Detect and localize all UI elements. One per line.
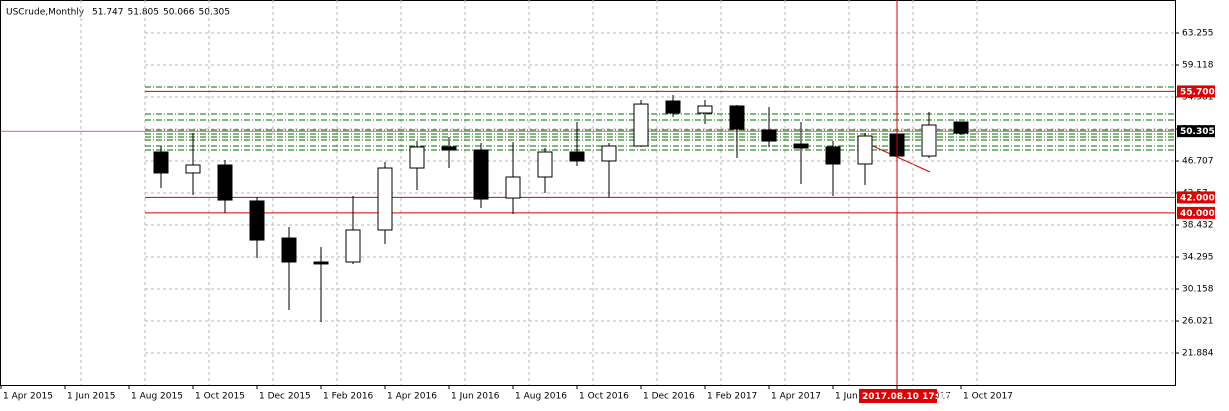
x-tick-label: 1 Jun 2016 — [451, 392, 500, 402]
candle-body — [665, 100, 681, 114]
level-tag — [1177, 85, 1215, 98]
candle-body — [441, 146, 457, 151]
candle-body — [857, 135, 873, 165]
x-tick-label: 1 Feb 2016 — [323, 392, 374, 402]
candle-body — [377, 167, 393, 231]
candle-body — [569, 151, 585, 162]
y-tick-label: 59.118 — [1182, 60, 1214, 70]
x-tick-label: 1 Dec 2016 — [643, 392, 695, 402]
y-tick-label: 30.158 — [1182, 285, 1214, 295]
level-label: 40.000 — [1180, 209, 1215, 219]
candle-body — [793, 143, 809, 149]
candle-body — [953, 121, 969, 134]
level-label: 42.000 — [1180, 193, 1215, 203]
crosshair-tag — [859, 389, 937, 403]
level-tag — [1177, 191, 1215, 204]
candle-body — [505, 176, 521, 199]
candle-body — [921, 124, 937, 157]
candle-body — [313, 261, 329, 265]
header-ohlc: 50.066 — [163, 8, 195, 18]
candle-body — [729, 105, 745, 130]
candle-body — [761, 129, 777, 142]
candle-body — [217, 164, 233, 201]
header-ohlc: 51.805 — [128, 8, 160, 18]
candle-body — [825, 146, 841, 165]
x-tick-label: 1 Jun 2015 — [67, 392, 115, 402]
level-tag — [1177, 206, 1215, 219]
candle-body — [697, 105, 713, 114]
crosshair-label: 2017.08.10 17:00 — [862, 392, 951, 402]
chart-title: USCrude,Monthly — [6, 8, 85, 18]
y-tick-label: 34.295 — [1182, 253, 1214, 263]
candle-body — [537, 151, 553, 178]
y-tick-label: 54.981 — [1182, 92, 1214, 102]
x-tick-label: 1 Apr 2015 — [3, 392, 53, 402]
price-tag — [1177, 125, 1215, 138]
header-ohlc: 51.747 — [92, 8, 124, 18]
x-tick-label: 1 Apr 2016 — [387, 392, 437, 402]
x-tick-label: 1 Feb 2017 — [707, 392, 757, 402]
header-ohlc: 50.305 — [199, 8, 231, 18]
candle-body — [601, 145, 617, 162]
y-tick-label: 38.432 — [1182, 221, 1214, 231]
level-label: 55.700 — [1180, 87, 1215, 97]
x-tick-label: 1 Aug 2015 — [131, 392, 183, 402]
candle-body — [185, 164, 201, 174]
candle-body — [281, 237, 297, 263]
candle-body — [409, 146, 425, 169]
candle-body — [473, 149, 489, 200]
price-label: 50.305 — [1180, 127, 1215, 137]
x-tick-label: 1 Oct 2017 — [963, 392, 1013, 402]
x-tick-label: 1 Oct 2016 — [579, 392, 629, 402]
candle-body — [249, 200, 265, 241]
x-tick-label: 1 Oct 2015 — [195, 392, 245, 402]
y-tick-label: 21.884 — [1182, 349, 1214, 359]
candle-body — [345, 229, 361, 263]
candle-body — [153, 151, 169, 174]
candle-body — [633, 103, 649, 147]
y-tick-label: 46.707 — [1182, 157, 1214, 167]
x-tick-label: 1 Dec 2015 — [259, 392, 311, 402]
y-tick-label: 63.255 — [1182, 28, 1214, 38]
x-tick-label: 1 Aug 2016 — [515, 392, 567, 402]
x-tick-label: 1 Apr 2017 — [771, 392, 821, 402]
y-tick-label: 26.021 — [1182, 317, 1214, 327]
